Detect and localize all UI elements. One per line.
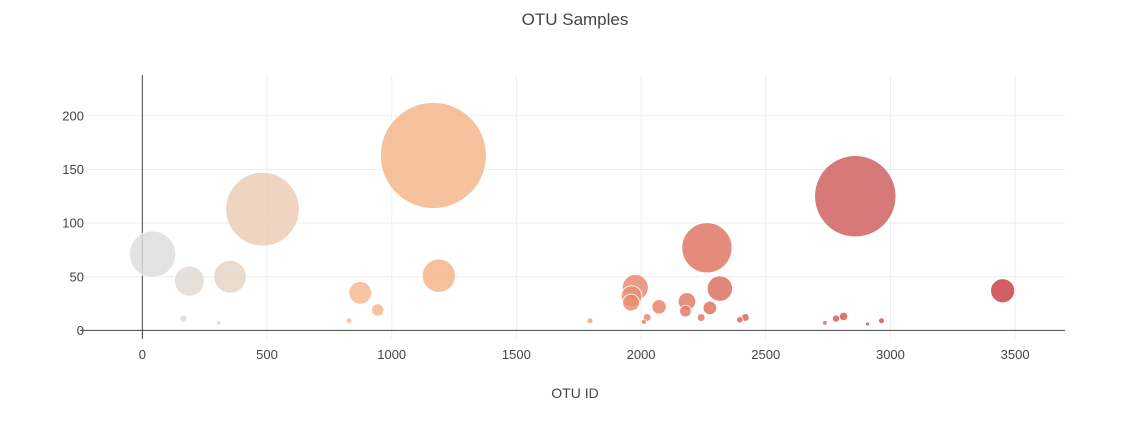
data-point[interactable] [379,102,487,209]
data-point[interactable] [622,293,640,312]
data-point[interactable] [681,222,733,274]
chart-title: OTU Samples [522,10,629,29]
y-tick-label: 50 [70,269,84,284]
points-layer [129,102,1016,327]
data-point[interactable] [640,318,647,325]
data-point[interactable] [706,275,733,302]
data-point[interactable] [679,304,692,318]
x-tick-label: 3500 [1001,347,1030,362]
data-point[interactable] [225,172,300,247]
data-point[interactable] [174,265,205,297]
data-point[interactable] [421,258,456,293]
data-point[interactable] [213,260,247,294]
y-tick-label: 100 [62,216,84,231]
data-point[interactable] [586,317,594,325]
data-point[interactable] [179,314,188,323]
data-point[interactable] [990,278,1016,304]
y-tick-label: 150 [62,162,84,177]
x-tick-label: 500 [256,347,278,362]
y-tick-label: 0 [77,323,84,338]
data-point[interactable] [702,300,718,316]
x-tick-label: 2000 [627,347,656,362]
data-point[interactable] [345,317,353,325]
x-tick-label: 3000 [876,347,905,362]
axis-layer [80,75,1065,339]
data-point[interactable] [832,314,841,323]
data-point[interactable] [348,281,373,305]
data-point[interactable] [814,155,897,238]
data-point[interactable] [822,320,828,326]
data-point[interactable] [865,321,870,327]
data-point[interactable] [129,230,177,278]
x-tick-label: 0 [139,347,146,362]
data-point[interactable] [838,311,849,322]
data-point[interactable] [696,313,706,322]
y-tick-label: 200 [62,108,84,123]
x-tick-label: 2500 [751,347,780,362]
data-point[interactable] [651,299,667,315]
x-axis-title: OTU ID [551,385,598,401]
x-tick-label: 1000 [377,347,406,362]
data-point[interactable] [878,317,885,325]
data-point[interactable] [371,303,385,317]
tick-labels-layer: 0 500 1000 1500 2000 2500 3000 3500 0 50 100 150 200 [62,108,1029,362]
data-point[interactable] [736,316,744,324]
x-tick-label: 1500 [502,347,531,362]
data-point[interactable] [215,320,222,326]
